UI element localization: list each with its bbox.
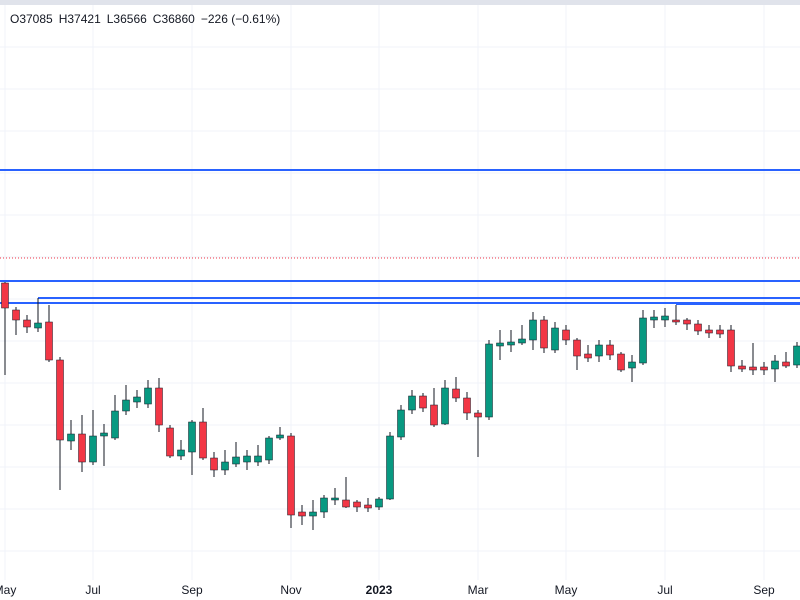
candle-body [573,339,581,357]
candle-body [518,338,526,344]
candle-body [672,319,680,323]
candle-body [56,359,64,441]
candle-body [683,319,691,325]
candle-body [188,421,196,453]
candle-body [375,498,383,508]
candle-body [1,282,9,309]
candle-body [331,497,339,501]
candle-body [496,342,504,347]
candle-body [243,455,251,463]
candle-body [67,433,75,442]
candle-body [628,361,636,369]
candle-body [166,427,174,457]
candle-body [34,322,42,329]
candle-body [562,329,570,341]
x-tick-label: Sep [181,583,203,597]
x-tick-label: Mar [468,583,489,597]
candle-body [650,316,658,321]
candle-body [199,421,207,459]
candle-body [23,319,31,328]
candle-body [342,499,350,508]
candle-body [155,387,163,426]
x-tick-label: May [0,583,16,597]
header: O37085 H37421 L36566 C36860 −226 (−0.61%) [10,12,280,26]
candle-body [727,329,735,367]
ohlc-value: C36860 [153,12,195,26]
ohlc-value: −226 (−0.61%) [201,12,280,26]
candle-body [738,365,746,370]
x-tick-label: 2023 [366,583,393,597]
candle-body [441,387,449,425]
candle-body [386,435,394,500]
candle-body [111,410,119,439]
candle-body [661,315,669,321]
candle-body [210,457,218,471]
candle-body [298,511,306,517]
candle-body [254,455,262,463]
candle-body [408,395,416,411]
marks [0,169,800,530]
candle-body [287,435,295,516]
candle-body [265,437,273,461]
candle-body [78,433,86,463]
candle-body [232,456,240,465]
candle-body [606,344,614,356]
candle-body [463,397,471,414]
candle-body [419,395,427,409]
candle-body [760,366,768,371]
x-tick-label: Jul [85,583,100,597]
candle-body [397,409,405,438]
candle-body [89,435,97,463]
candle-body [309,511,317,517]
candle-body [320,497,328,513]
candle-body [364,504,372,509]
candle-body [221,461,229,471]
candle-body [430,404,438,426]
x-tick-label: Sep [753,583,775,597]
top-border [0,0,800,5]
candle-body [529,319,537,341]
candle-body [122,399,130,412]
x-tick-label: Nov [280,583,301,597]
candle-body [793,345,800,366]
candle-body [716,329,724,335]
candle-body [507,341,515,346]
candle-body [12,309,20,321]
candle-body [639,317,647,364]
x-tick-label: May [555,583,578,597]
candle-body [782,361,790,367]
candle-body [595,344,603,357]
candle-body [452,388,460,399]
candle-body [45,321,53,361]
candle-body [276,434,284,439]
candle-body [694,323,702,332]
candle-body [705,329,713,334]
candle-body [771,360,779,370]
candle-body [551,327,559,351]
candle-body [177,449,185,457]
ohlc-value: O37085 [10,12,53,26]
candle-body [133,396,141,403]
candle-body [540,319,548,349]
candle-body [353,501,361,508]
ohlc-value: H37421 [59,12,101,26]
candle-body [474,412,482,418]
ohlc-value: L36566 [107,12,147,26]
candle-body [485,343,493,418]
candle-body [749,366,757,371]
candle-body [617,353,625,371]
x-axis: May Jul Sep Nov 2023 Mar May Jul Sep [0,583,775,597]
candle-body [144,387,152,405]
x-tick-label: Jul [657,583,672,597]
candle-body [100,432,108,437]
candle-body [584,353,592,359]
